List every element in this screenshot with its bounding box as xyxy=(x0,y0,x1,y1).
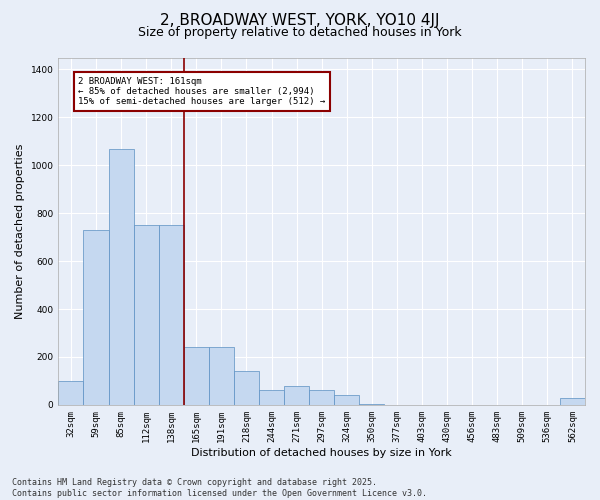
Bar xyxy=(359,404,385,405)
Bar xyxy=(184,348,209,405)
Text: 2, BROADWAY WEST, YORK, YO10 4JJ: 2, BROADWAY WEST, YORK, YO10 4JJ xyxy=(160,12,440,28)
Bar xyxy=(58,381,83,405)
Text: Contains HM Land Registry data © Crown copyright and database right 2025.
Contai: Contains HM Land Registry data © Crown c… xyxy=(12,478,427,498)
Bar xyxy=(309,390,334,405)
Bar xyxy=(560,398,585,405)
Bar xyxy=(209,348,234,405)
Bar xyxy=(334,396,359,405)
X-axis label: Distribution of detached houses by size in York: Distribution of detached houses by size … xyxy=(191,448,452,458)
Y-axis label: Number of detached properties: Number of detached properties xyxy=(15,144,25,319)
Bar xyxy=(259,390,284,405)
Text: Size of property relative to detached houses in York: Size of property relative to detached ho… xyxy=(138,26,462,39)
Bar xyxy=(109,148,134,405)
Bar xyxy=(159,225,184,405)
Bar xyxy=(83,230,109,405)
Bar xyxy=(134,225,159,405)
Text: 2 BROADWAY WEST: 161sqm
← 85% of detached houses are smaller (2,994)
15% of semi: 2 BROADWAY WEST: 161sqm ← 85% of detache… xyxy=(79,76,326,106)
Bar xyxy=(284,386,309,405)
Bar xyxy=(234,372,259,405)
